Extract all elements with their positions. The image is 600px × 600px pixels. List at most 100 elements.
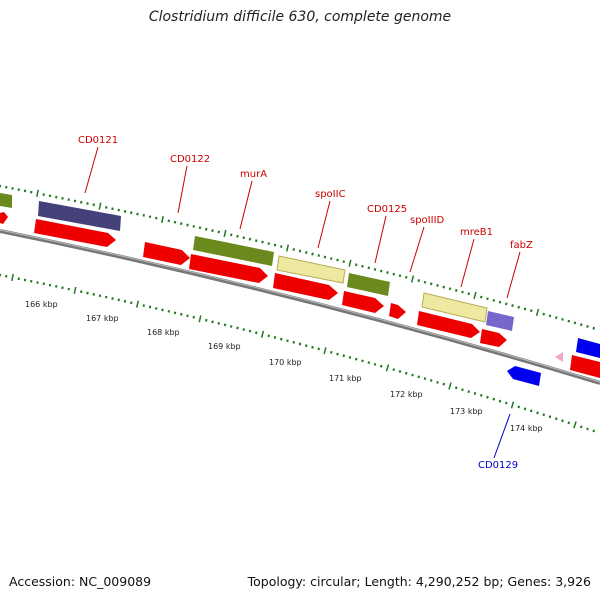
- major-tick: [11, 273, 14, 282]
- minor-tick: [80, 290, 83, 294]
- minor-tick: [142, 304, 145, 307]
- gene-feature-red[interactable]: [189, 254, 268, 283]
- minor-tick: [230, 325, 233, 328]
- minor-tick: [186, 314, 189, 318]
- minor-tick: [479, 393, 483, 397]
- gene-label-fabZ[interactable]: fabZ: [510, 240, 533, 251]
- minor-tick: [167, 219, 170, 223]
- minor-tick: [498, 300, 502, 304]
- minor-tick: [504, 401, 508, 405]
- gene-feature-olive[interactable]: [347, 273, 390, 296]
- minor-tick: [192, 224, 195, 228]
- minor-tick: [592, 326, 596, 330]
- gene-feature-khaki[interactable]: [421, 292, 488, 323]
- minor-tick: [230, 233, 233, 237]
- minor-tick: [367, 361, 371, 365]
- minor-tick: [255, 331, 258, 335]
- minor-tick: [498, 399, 502, 403]
- gene-feature-blue[interactable]: [576, 338, 600, 358]
- minor-tick: [536, 411, 539, 415]
- accession-text: Accession: NC_009089: [9, 574, 152, 589]
- gene-feature-navy[interactable]: [38, 201, 121, 231]
- minor-tick: [148, 215, 152, 219]
- gene-feature-red[interactable]: [273, 273, 338, 300]
- minor-tick: [529, 409, 533, 413]
- gene-feature-olive[interactable]: [0, 193, 12, 208]
- gene-label-CD0122[interactable]: CD0122: [170, 154, 210, 165]
- minor-tick: [442, 382, 446, 386]
- minor-tick: [67, 198, 70, 202]
- minor-tick: [398, 274, 402, 278]
- minor-tick: [561, 317, 564, 321]
- minor-tick: [454, 386, 458, 390]
- gene-label-CD0125[interactable]: CD0125: [367, 204, 407, 215]
- forward-tick-track: [0, 184, 596, 330]
- kbp-label: 166 kbp: [25, 300, 58, 309]
- minor-tick: [492, 397, 496, 401]
- minor-tick: [198, 226, 202, 230]
- gene-label-murA[interactable]: murA: [240, 169, 267, 180]
- gene-feature-lavender[interactable]: [486, 311, 514, 331]
- minor-tick: [423, 280, 427, 284]
- minor-tick: [392, 368, 396, 372]
- minor-tick: [117, 298, 120, 302]
- gene-feature-red[interactable]: [342, 291, 384, 313]
- gene-feature-blue-reverse[interactable]: [507, 366, 541, 386]
- minor-tick: [255, 239, 258, 243]
- minor-tick: [242, 328, 245, 331]
- minor-tick: [467, 390, 471, 394]
- minor-tick: [442, 285, 446, 289]
- minor-tick: [592, 429, 596, 433]
- map-title: Clostridium difficile 630, complete geno…: [148, 9, 452, 25]
- gene-feature-red[interactable]: [570, 355, 600, 378]
- minor-tick: [267, 334, 270, 338]
- minor-tick: [211, 320, 214, 324]
- kbp-label: 171 kbp: [329, 374, 362, 383]
- minor-tick: [136, 212, 139, 216]
- minor-tick: [161, 308, 164, 312]
- major-tick: [573, 421, 577, 429]
- gene-label-spoIIID[interactable]: spoIIID: [410, 215, 445, 226]
- major-tick: [260, 330, 265, 338]
- gene-label-spoIIC[interactable]: spoIIC: [315, 189, 346, 200]
- major-tick: [510, 401, 515, 409]
- minor-tick: [429, 379, 433, 382]
- minor-tick: [280, 245, 283, 248]
- minor-tick: [404, 371, 408, 375]
- minor-tick: [411, 373, 414, 377]
- minor-tick: [30, 190, 33, 194]
- minor-tick: [448, 287, 452, 291]
- gene-feature-red[interactable]: [0, 212, 8, 224]
- gene-label-CD0121[interactable]: CD0121: [78, 135, 118, 146]
- minor-tick: [561, 419, 564, 423]
- minor-tick: [55, 195, 58, 199]
- gene-feature-red[interactable]: [480, 329, 507, 347]
- minor-tick: [586, 325, 589, 328]
- gene-feature-olive[interactable]: [193, 236, 274, 266]
- minor-tick: [511, 304, 514, 307]
- gene-labels[interactable]: CD0121 CD0122 murA spoIIC CD0125 spoIIID…: [78, 135, 533, 471]
- minor-tick: [579, 425, 583, 429]
- minor-tick: [355, 263, 358, 267]
- gene-features[interactable]: [0, 193, 600, 386]
- gene-label-mreB1[interactable]: mreB1: [460, 227, 493, 238]
- minor-tick: [42, 193, 45, 197]
- genome-backbone-highlight: [0, 229, 600, 383]
- minor-tick: [379, 364, 383, 368]
- gene-feature-pink[interactable]: [555, 352, 563, 362]
- minor-tick: [548, 314, 552, 318]
- minor-tick: [373, 268, 377, 271]
- minor-tick: [217, 321, 220, 325]
- gene-feature-red[interactable]: [389, 303, 406, 319]
- gene-feature-red[interactable]: [34, 219, 116, 247]
- gene-label-CD0129[interactable]: CD0129: [478, 460, 518, 471]
- minor-tick: [248, 237, 252, 241]
- gene-feature-khaki[interactable]: [276, 255, 346, 284]
- gene-feature-red[interactable]: [143, 242, 190, 265]
- gene-feature-red[interactable]: [417, 311, 480, 338]
- minor-tick: [92, 203, 95, 207]
- minor-tick: [155, 216, 158, 220]
- kbp-label: 172 kbp: [390, 390, 423, 399]
- minor-tick: [292, 340, 296, 344]
